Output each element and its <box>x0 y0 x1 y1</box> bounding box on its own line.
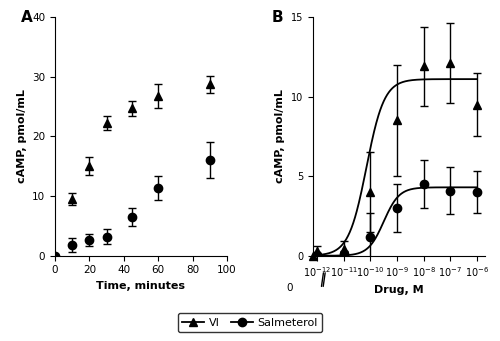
Legend: VI, Salmeterol: VI, Salmeterol <box>178 313 322 332</box>
X-axis label: Drug, M: Drug, M <box>374 285 424 295</box>
Text: 0: 0 <box>286 283 293 293</box>
Text: A: A <box>20 10 32 25</box>
Text: B: B <box>272 10 283 25</box>
X-axis label: Time, minutes: Time, minutes <box>96 281 186 291</box>
Y-axis label: cAMP, pmol/mL: cAMP, pmol/mL <box>16 89 26 183</box>
Y-axis label: cAMP, pmol/mL: cAMP, pmol/mL <box>276 89 285 183</box>
